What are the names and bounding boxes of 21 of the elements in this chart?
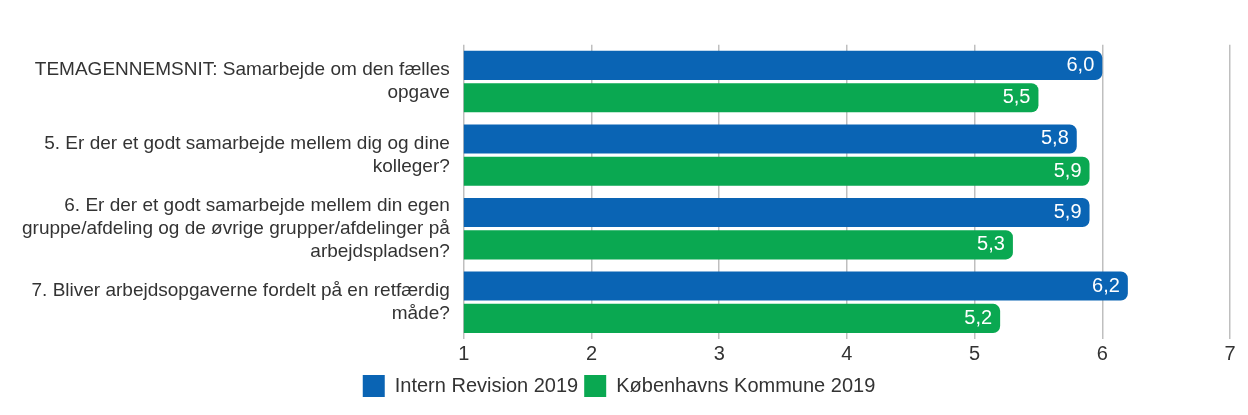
data-label: 5,2 [964, 305, 993, 328]
data-label: 5,3 [977, 232, 1005, 255]
data-label: 5,5 [1002, 85, 1031, 108]
data-label: 5,9 [1053, 200, 1082, 223]
data-label: 5,8 [1040, 126, 1069, 149]
x-tick-label: 7 [1224, 341, 1236, 364]
x-tick-label: 5 [969, 341, 981, 364]
y-tick-label: TEMAGENNEMSNIT: Samarbejde om den fælles opgave [34, 58, 450, 103]
x-tick-label: 3 [713, 341, 725, 364]
data-label: 6,2 [1092, 273, 1120, 296]
data-label: 5,9 [1053, 158, 1082, 181]
y-tick-label: 5. Er der et godt samarbejde mellem dig og dine kolleger? [44, 131, 450, 176]
x-tick-label: 2 [585, 341, 598, 364]
y-tick-label: 6. Er der et godt samarbejde mellem din egen gruppe/afdeling og de øvrige grupper/afdelinger på arbejdspladsen? [22, 194, 451, 261]
legend-label: Intern Revision 2019 [394, 373, 579, 396]
data-label: 6,0 [1066, 52, 1095, 75]
y-tick-label: 7. Bliver arbejdsopgaverne fordelt på en retfærdig måde? [31, 279, 450, 323]
x-tick-label: 4 [841, 341, 853, 364]
x-tick-label: 1 [458, 341, 470, 364]
x-tick-label: 6 [1096, 341, 1108, 364]
legend-label: Københavns Kommune 2019 [616, 373, 876, 396]
